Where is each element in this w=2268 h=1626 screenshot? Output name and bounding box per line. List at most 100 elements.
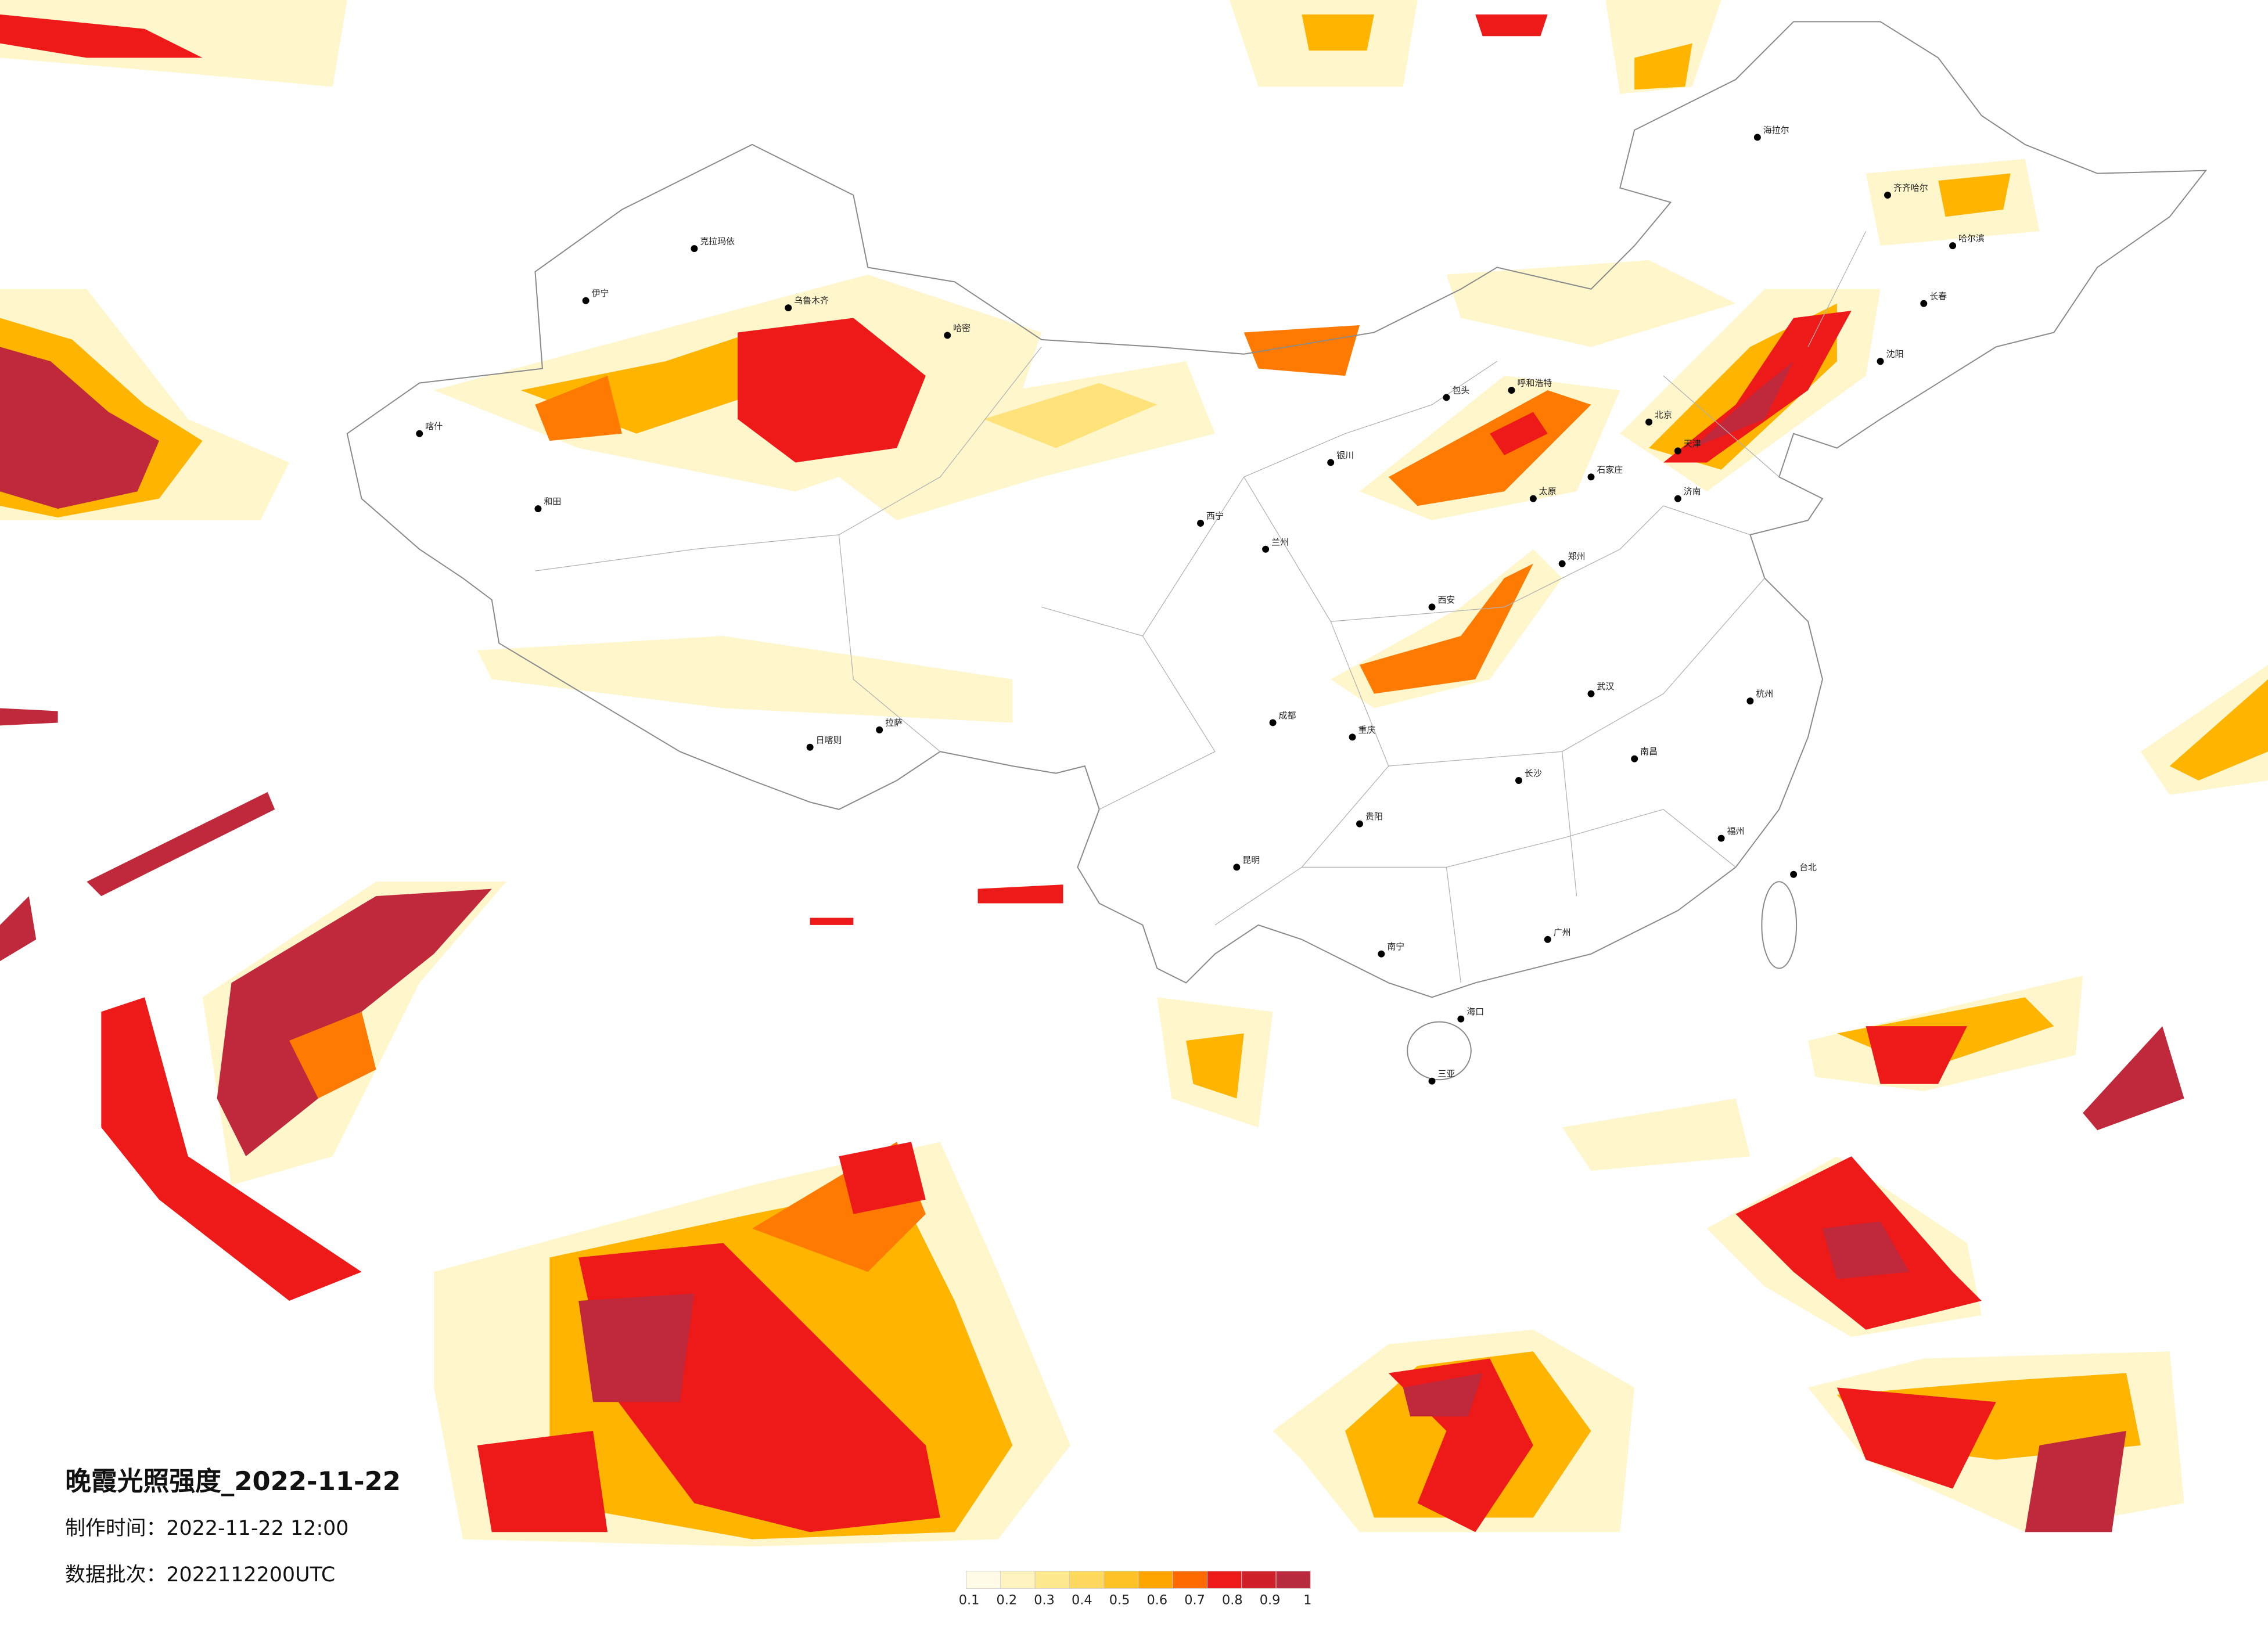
city-label: 西宁	[1206, 511, 1224, 521]
city-label: 银川	[1336, 450, 1354, 461]
city-dot	[1327, 459, 1335, 466]
boundary	[346, 21, 2207, 998]
city-dot	[944, 332, 951, 339]
city-dot	[1631, 755, 1638, 762]
legend-tick-label: 0.7	[1184, 1593, 1205, 1608]
city-label: 杭州	[1756, 689, 1773, 699]
cloud-patch	[0, 347, 159, 509]
cloud-patch	[2083, 1026, 2184, 1131]
city-label: 伊宁	[592, 288, 609, 298]
legend-swatch	[1172, 1570, 1208, 1589]
city-dot	[534, 505, 542, 513]
city-label: 长沙	[1525, 768, 1542, 779]
cloud-patch	[289, 1012, 376, 1099]
city-label: 重庆	[1358, 725, 1376, 735]
city-label: 日喀则	[816, 735, 842, 745]
cloud-patch	[839, 1142, 926, 1214]
city-label: 三亚	[1437, 1069, 1455, 1079]
cloud-patch	[87, 792, 275, 897]
cloud-patch	[1243, 325, 1360, 376]
legend-swatch	[1104, 1570, 1139, 1589]
city-dot	[1515, 777, 1522, 784]
city-label: 和田	[544, 497, 561, 507]
legend-swatch	[1207, 1570, 1242, 1589]
city-dot	[1920, 300, 1928, 307]
legend: 0.1 0.2 0.3 0.4 0.5 0.6 0.7 0.8 0.9 1	[959, 1570, 1311, 1608]
legend-tick-label: 1	[1303, 1593, 1311, 1608]
boundary	[1407, 1021, 1472, 1081]
city-label: 兰州	[1271, 537, 1289, 547]
cloud-patch	[0, 14, 203, 58]
cloud-patch	[977, 884, 1063, 904]
city-dot	[1877, 358, 1884, 365]
city-dot	[1443, 394, 1450, 401]
legend-tick-label: 0.1	[959, 1593, 980, 1608]
city-dot	[1790, 870, 1798, 878]
city-label: 齐齐哈尔	[1893, 183, 1928, 193]
city-dot	[416, 430, 423, 437]
city-label: 包头	[1452, 385, 1469, 395]
city-label: 北京	[1655, 409, 1672, 420]
cloud-patch	[1403, 1373, 1483, 1417]
city-dot	[1645, 418, 1653, 426]
city-label: 海拉尔	[1763, 125, 1789, 135]
city-label: 南宁	[1387, 941, 1404, 952]
cloud-patch	[477, 636, 1013, 723]
cloud-patch	[0, 896, 37, 962]
cloud-layer	[0, 0, 2268, 1547]
city-dot	[1746, 697, 1754, 705]
legend-swatch	[1000, 1570, 1036, 1589]
city-label: 广州	[1554, 927, 1571, 937]
city-dot	[1349, 733, 1356, 741]
cloud-patch	[1692, 361, 1794, 448]
cloud-patch	[0, 708, 58, 726]
city-label: 天津	[1684, 438, 1701, 449]
cloud-patch	[1388, 390, 1591, 506]
city-dot	[1508, 387, 1515, 394]
legend-tick-label: 0.5	[1109, 1593, 1130, 1608]
cloud-patch	[1562, 1098, 1751, 1171]
city-label: 昆明	[1242, 855, 1260, 865]
cloud-patch	[1490, 412, 1548, 455]
city-dot	[1949, 242, 1957, 250]
city-label: 哈密	[953, 323, 971, 333]
city-dot	[1197, 520, 1205, 527]
city-label: 克拉玛依	[700, 236, 735, 247]
city-dot	[1269, 719, 1277, 726]
city-label: 郑州	[1568, 551, 1586, 562]
cloud-patch	[1822, 1221, 1910, 1279]
city-dot	[1558, 560, 1566, 567]
city-dot	[1884, 192, 1891, 199]
production-time: 制作时间：2022-11-22 12:00	[65, 1517, 348, 1540]
legend-swatch	[1069, 1570, 1105, 1589]
cloud-patch	[738, 318, 926, 463]
city-dot	[691, 245, 698, 253]
legend-swatch	[1275, 1570, 1311, 1589]
city-dot	[1717, 834, 1725, 842]
cloud-patch	[1475, 14, 1548, 37]
cloud-patch	[1186, 1033, 1244, 1099]
city-label: 福州	[1727, 826, 1745, 836]
city-dot	[582, 297, 590, 304]
city-label: 长春	[1929, 291, 1947, 301]
city-label: 台北	[1799, 862, 1817, 872]
cloud-patch	[1836, 1387, 1996, 1489]
cloud-patch	[1866, 1026, 1967, 1084]
city-dot	[1674, 447, 1681, 455]
legend-tick-label: 0.3	[1034, 1593, 1055, 1608]
cloud-patch	[2025, 1431, 2126, 1533]
cloud-patch	[1302, 14, 1374, 51]
city-dot	[1356, 820, 1363, 828]
legend-tick-label: 0.2	[997, 1593, 1018, 1608]
city-dot	[876, 726, 883, 733]
cloud-patch	[810, 918, 854, 925]
city-dot	[1428, 1077, 1436, 1085]
boundary	[535, 231, 1867, 983]
city-label: 海口	[1467, 1006, 1484, 1017]
city-dot	[1544, 936, 1551, 943]
city-label: 南昌	[1640, 746, 1658, 757]
cloud-patch	[578, 1293, 695, 1402]
city-dot	[1587, 690, 1595, 697]
